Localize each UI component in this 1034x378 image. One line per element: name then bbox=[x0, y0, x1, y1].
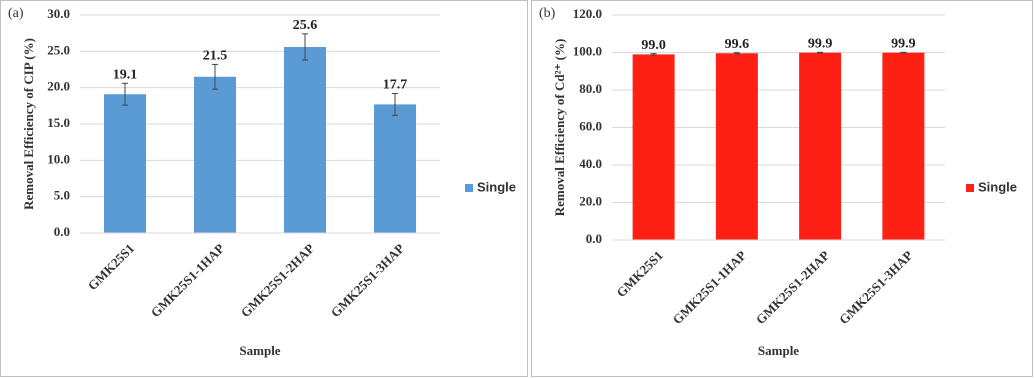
x-tick-label: GMK25S1-3HAP bbox=[836, 248, 916, 328]
y-tick-label: 40.0 bbox=[579, 156, 602, 171]
x-axis-label: Sample bbox=[758, 343, 799, 358]
y-tick-label: 30.0 bbox=[47, 6, 70, 21]
y-tick-label: 20.0 bbox=[579, 193, 602, 208]
legend-swatch bbox=[465, 184, 473, 192]
x-tick-label: GMK25S1 bbox=[613, 248, 665, 300]
error-bar bbox=[392, 92, 398, 116]
bar bbox=[882, 52, 925, 240]
x-tick-label: GMK25S1-1HAP bbox=[670, 248, 750, 328]
x-tick-label: GMK25S1-2HAP bbox=[238, 241, 318, 321]
y-axis-label: Removal Efficiency of Cd²⁺ (%) bbox=[552, 39, 567, 217]
error-bar bbox=[650, 53, 657, 56]
bar bbox=[194, 76, 236, 234]
y-tick-label: 80.0 bbox=[579, 81, 602, 96]
y-tick-label: 25.0 bbox=[47, 42, 70, 57]
data-label: 99.9 bbox=[891, 37, 916, 52]
bar bbox=[715, 53, 758, 240]
error-bar bbox=[733, 52, 740, 55]
y-tick-label: 120.0 bbox=[573, 6, 602, 21]
data-label: 21.5 bbox=[203, 49, 228, 64]
bar bbox=[374, 104, 416, 233]
x-tick-label: GMK25S1 bbox=[85, 241, 137, 293]
y-axis-label: Removal Efficiency of CIP (%) bbox=[21, 38, 36, 210]
legend-label: Single bbox=[978, 179, 1017, 194]
panel-label: (b) bbox=[539, 6, 556, 21]
legend-label: Single bbox=[477, 179, 516, 194]
y-tick-label: 60.0 bbox=[579, 118, 602, 133]
y-tick-label: 15.0 bbox=[47, 115, 70, 130]
data-label: 99.9 bbox=[808, 37, 833, 52]
x-tick-label: GMK25S1-1HAP bbox=[148, 241, 228, 321]
y-tick-label: 0.0 bbox=[54, 224, 70, 239]
error-bar bbox=[122, 82, 128, 106]
bar bbox=[104, 94, 146, 233]
x-tick-label: GMK25S1-3HAP bbox=[328, 241, 408, 321]
x-axis-label: Sample bbox=[239, 343, 280, 358]
error-bar bbox=[302, 33, 308, 61]
data-label: 25.6 bbox=[293, 18, 318, 33]
error-bar bbox=[900, 51, 907, 54]
y-tick-label: 5.0 bbox=[54, 188, 70, 203]
data-label: 17.7 bbox=[383, 78, 408, 93]
panel-label: (a) bbox=[8, 6, 24, 21]
data-label: 19.1 bbox=[113, 68, 138, 83]
data-label: 99.6 bbox=[725, 37, 750, 52]
error-bar bbox=[817, 51, 824, 54]
data-label: 99.0 bbox=[641, 38, 666, 53]
error-bar bbox=[212, 63, 218, 90]
x-tick-label: GMK25S1-2HAP bbox=[753, 248, 833, 328]
bar bbox=[632, 54, 675, 240]
bar bbox=[799, 52, 842, 240]
y-tick-label: 0.0 bbox=[586, 231, 602, 246]
panel-border bbox=[0, 0, 528, 377]
y-tick-label: 100.0 bbox=[573, 43, 602, 58]
y-tick-label: 20.0 bbox=[47, 79, 70, 94]
legend-swatch bbox=[966, 184, 974, 192]
panel-border bbox=[531, 0, 1033, 377]
bar bbox=[284, 46, 326, 234]
y-tick-label: 10.0 bbox=[47, 151, 70, 166]
